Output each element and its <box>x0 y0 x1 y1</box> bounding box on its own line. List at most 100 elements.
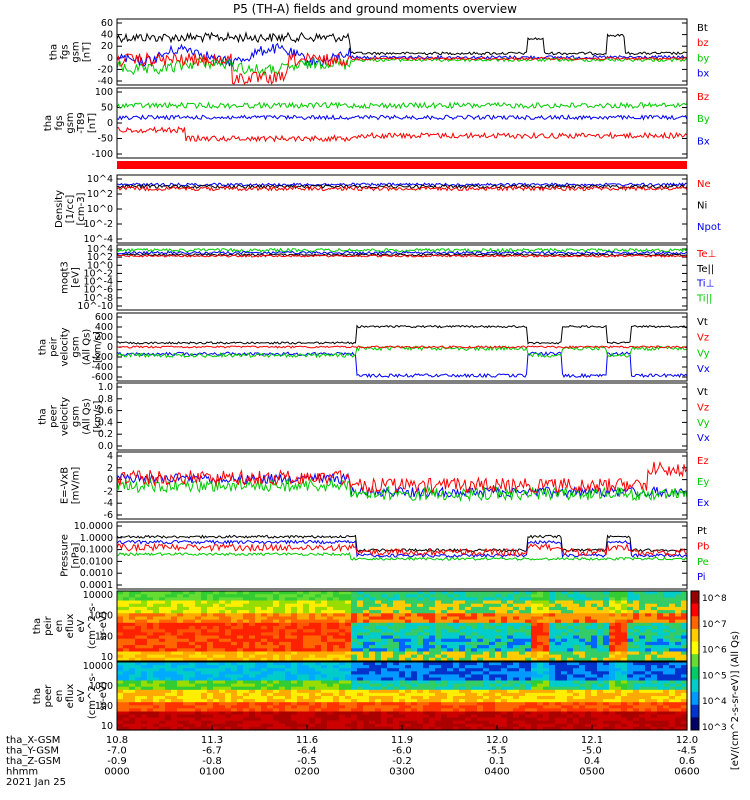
spec-cell <box>315 708 322 713</box>
spec-cell <box>351 597 358 602</box>
spec-cell <box>657 711 664 716</box>
axis-label-line: fgs <box>60 44 71 59</box>
spec-cell <box>333 696 340 700</box>
spec-cell <box>183 720 190 725</box>
spec-cell <box>177 606 184 611</box>
spec-cell <box>477 638 484 643</box>
spec-cell <box>189 665 196 669</box>
spec-cell <box>249 720 256 725</box>
spec-cell <box>531 720 538 725</box>
spec-cell <box>351 711 358 716</box>
spec-cell <box>513 597 520 602</box>
panel-frame-1 <box>116 87 688 159</box>
spec-cell <box>555 603 562 608</box>
spec-cell <box>675 705 682 709</box>
spec-cell <box>297 654 304 659</box>
spec-cell <box>213 662 220 666</box>
spec-cell <box>381 654 388 659</box>
spec-cell <box>609 702 616 706</box>
spec-cell <box>345 711 352 716</box>
spec-cell <box>591 683 598 688</box>
spec-cell <box>363 606 370 611</box>
spec-cell <box>321 702 328 706</box>
spec-cell <box>171 591 178 595</box>
spec-cell <box>399 689 406 694</box>
spec-cell <box>303 638 310 643</box>
spec-cell <box>273 708 280 713</box>
spec-cell <box>261 671 268 675</box>
spec-cell <box>459 680 466 685</box>
spec-cell <box>591 594 598 598</box>
spec-cell <box>153 723 160 728</box>
spec-cell <box>351 720 358 725</box>
spec-cell <box>285 622 292 627</box>
figure-title: P5 (TH-A) fields and ground moments over… <box>233 2 517 16</box>
spec-cell <box>417 680 424 685</box>
spec-cell <box>633 705 640 709</box>
spec-cell <box>447 714 454 719</box>
spec-cell <box>201 648 208 653</box>
spec-cell <box>201 641 208 646</box>
spec-cell <box>447 651 454 656</box>
y-tick-label: 100 <box>95 701 113 712</box>
spec-cell <box>267 686 274 691</box>
spec-cell <box>483 622 490 627</box>
spec-cell <box>471 677 478 682</box>
spec-cell <box>417 632 424 637</box>
spec-cell <box>663 720 670 725</box>
spec-cell <box>531 651 538 656</box>
spec-cell <box>627 668 634 672</box>
spec-cell <box>465 613 472 618</box>
spec-cell <box>567 591 574 595</box>
spec-cell <box>219 635 226 640</box>
spec-cell <box>657 689 664 694</box>
spec-cell <box>243 610 250 614</box>
colorbar-tick: 10^8 <box>702 594 727 604</box>
spec-cell <box>303 657 310 662</box>
spec-cell <box>537 626 544 630</box>
spec-cell <box>447 591 454 595</box>
spec-cell <box>435 723 442 728</box>
spec-cell <box>645 711 652 716</box>
spec-cell <box>663 689 670 694</box>
y-tick-label: 10^0 <box>87 260 113 271</box>
spec-cell <box>675 645 682 649</box>
spec-cell <box>219 699 226 703</box>
spec-cell <box>507 699 514 703</box>
spec-cell <box>603 665 610 669</box>
spec-cell <box>303 616 310 621</box>
spec-cell <box>567 648 574 653</box>
spec-cell <box>153 603 160 608</box>
spec-cell <box>513 711 520 716</box>
spec-cell <box>459 668 466 672</box>
spec-cell <box>429 635 436 640</box>
spec-cell <box>531 626 538 630</box>
spec-cell <box>651 696 658 700</box>
spec-cell <box>129 641 136 646</box>
spec-cell <box>513 657 520 662</box>
spec-cell <box>189 638 196 643</box>
spec-cell <box>633 613 640 618</box>
spec-cell <box>243 594 250 598</box>
spec-cell <box>363 668 370 672</box>
spec-cell <box>549 714 556 719</box>
spec-cell <box>675 610 682 614</box>
spec-cell <box>249 629 256 633</box>
spec-cell <box>285 648 292 653</box>
spec-cell <box>267 651 274 656</box>
spec-cell <box>603 674 610 679</box>
spec-cell <box>423 665 430 669</box>
spec-cell <box>639 645 646 649</box>
spec-cell <box>471 692 478 697</box>
spec-cell <box>357 654 364 659</box>
spec-cell <box>369 705 376 709</box>
spec-cell <box>321 662 328 666</box>
spec-cell <box>201 638 208 643</box>
spec-cell <box>189 606 196 611</box>
series-Pb <box>116 542 688 557</box>
spec-cell <box>285 677 292 682</box>
spec-cell <box>645 686 652 691</box>
spec-cell <box>393 648 400 653</box>
spec-cell <box>585 671 592 675</box>
spec-cell <box>651 657 658 662</box>
